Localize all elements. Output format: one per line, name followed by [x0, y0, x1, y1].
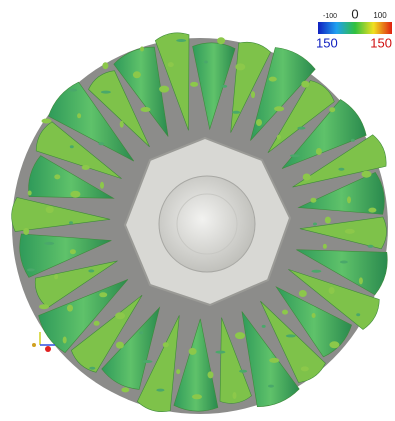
vortex-fragment	[301, 366, 309, 371]
vortex-fragment	[311, 270, 321, 273]
vortex-fragment	[297, 127, 305, 130]
vortex-fragment	[63, 337, 67, 344]
vortex-fragment	[139, 331, 143, 334]
vortex-fragment	[340, 261, 348, 264]
vortex-fragment	[368, 245, 374, 248]
vortex-fragment	[67, 305, 73, 312]
vortex-fragment	[23, 228, 29, 235]
colorbar-max: 150	[370, 35, 392, 50]
vortex-fragment	[100, 182, 104, 189]
vortex-fragment	[168, 62, 174, 67]
vortex-fragment	[286, 334, 296, 337]
vortex-fragment	[176, 369, 180, 374]
vortex-fragment	[121, 387, 129, 392]
vortex-fragment	[269, 77, 277, 82]
vortex-fragment	[347, 196, 351, 203]
vortex-fragment	[69, 89, 77, 92]
vortex-fragment	[256, 119, 262, 126]
visualization: -100 0 100 150 150	[0, 0, 395, 421]
vortex-fragment	[232, 111, 240, 114]
vortex-fragment	[115, 312, 125, 319]
vortex-fragment	[301, 81, 309, 88]
vortex-fragment	[70, 191, 80, 198]
vortex-fragment	[69, 221, 73, 224]
vortex-fragment	[133, 71, 141, 78]
vortex-fragment	[46, 206, 54, 213]
vortex-fragment	[176, 39, 186, 42]
vortex-fragment	[116, 342, 124, 349]
vortex-fragment	[262, 325, 266, 328]
vortex-fragment	[156, 389, 164, 392]
vortex-fragment	[359, 277, 363, 284]
vortex-fragment	[141, 107, 151, 112]
vortex-fragment	[235, 63, 245, 70]
vortex-fragment	[233, 392, 237, 399]
vortex-fragment	[351, 139, 355, 142]
vortex-fragment	[42, 119, 52, 124]
vortex-fragment	[143, 360, 153, 363]
vortex-fragment	[239, 370, 247, 373]
vortex-fragment	[98, 142, 104, 145]
vortex-fragment	[204, 61, 208, 64]
vortex-fragment	[215, 351, 225, 354]
vortex-fragment	[208, 371, 214, 378]
vortex-fragment	[163, 342, 169, 347]
vortex-fragment	[120, 121, 124, 128]
vortex-fragment	[94, 321, 100, 326]
vortex-fragment	[345, 229, 355, 234]
vortex-fragment	[323, 244, 327, 249]
vortex-fragment	[102, 62, 108, 69]
vortex-fragment	[299, 290, 307, 297]
vortex-fragment	[312, 313, 316, 318]
vortex-fragment	[39, 304, 49, 309]
vortex-fragment	[290, 154, 300, 157]
vortex-fragment	[362, 171, 372, 178]
vortex-fragment	[99, 292, 107, 297]
vortex-fragment	[89, 367, 95, 370]
hub-center	[159, 176, 255, 272]
vortex-fragment	[159, 86, 169, 93]
vortex-fragment	[325, 217, 331, 224]
vortex-fragment	[221, 85, 227, 88]
colorbar-tick: -100	[323, 13, 337, 20]
vortex-fragment	[70, 249, 76, 254]
vortex-fragment	[70, 145, 74, 148]
colorbar-min: 150	[316, 35, 338, 50]
vortex-fragment	[269, 358, 279, 363]
vortex-fragment	[82, 165, 90, 170]
vortex-fragment	[140, 47, 144, 52]
vortex-fragment	[268, 385, 274, 388]
vortex-fragment	[101, 91, 111, 94]
vortex-fragment	[189, 348, 197, 355]
vortex-fragment	[316, 148, 322, 155]
vortex-fragment	[77, 113, 81, 118]
vortex-fragment	[303, 174, 311, 181]
colorbar	[318, 22, 392, 34]
colorbar-tick: 100	[373, 11, 387, 20]
vortex-fragment	[190, 82, 198, 87]
vortex-fragment	[27, 268, 35, 271]
vortex-fragment	[54, 274, 58, 279]
vortex-fragment	[313, 223, 317, 226]
vortex-fragment	[329, 107, 335, 112]
vortex-fragment	[282, 310, 288, 315]
vortex-fragment	[54, 174, 60, 179]
vortex-fragment	[329, 341, 339, 348]
vortex-fragment	[277, 135, 281, 140]
vortex-fragment	[251, 91, 255, 98]
vortex-fragment	[310, 198, 316, 203]
colorbar-tick: 0	[351, 6, 358, 21]
vortex-fragment	[274, 106, 284, 111]
vortex-fragment	[88, 269, 94, 272]
vortex-fragment	[217, 37, 225, 44]
vortex-fragment	[235, 332, 245, 339]
vortex-fragment	[368, 208, 376, 213]
vortex-fragment	[44, 242, 54, 245]
vortex-fragment	[28, 191, 32, 196]
vortex-fragment	[329, 287, 335, 294]
vortex-fragment	[356, 313, 360, 316]
vortex-fragment	[338, 168, 344, 171]
vortex-fragment	[192, 394, 202, 399]
